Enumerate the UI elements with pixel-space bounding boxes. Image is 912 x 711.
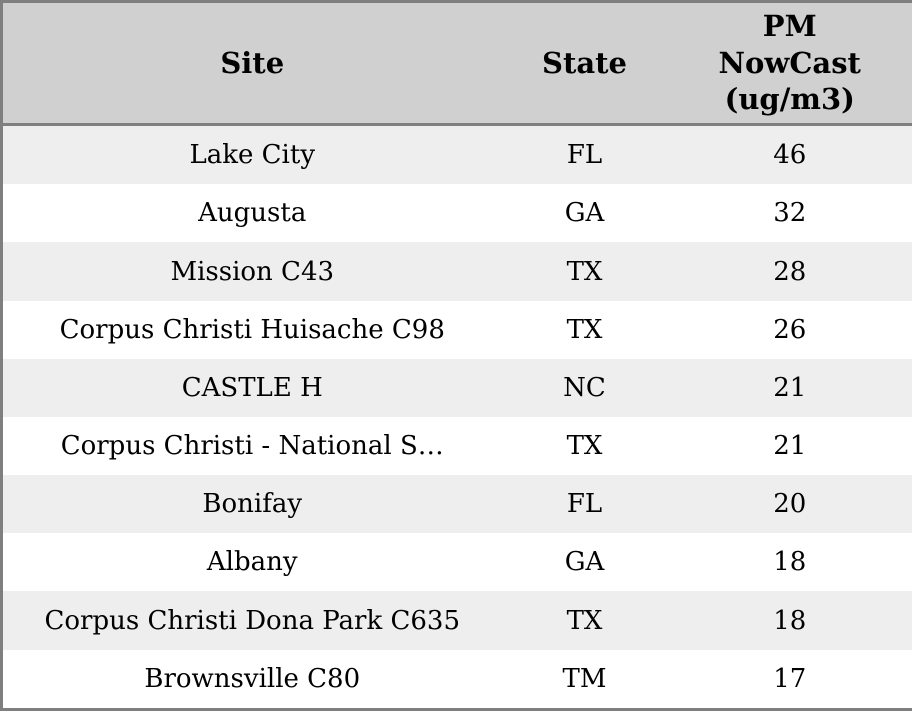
cell-state: FL [566, 489, 603, 520]
cell-pm-nowcast: 46 [773, 140, 807, 171]
cell-site: Mission C43 [170, 256, 335, 287]
table-row: Mission C43 TX 28 [1, 242, 912, 301]
table-row: Bonifay FL 20 [1, 475, 912, 534]
column-header-site: Site [1, 1, 502, 126]
table-row: Albany GA 18 [1, 533, 912, 592]
cell-state: NC [563, 372, 606, 403]
cell-pm-nowcast: 21 [773, 372, 807, 403]
cell-pm-nowcast: 32 [773, 198, 807, 229]
table-row: Augusta GA 32 [1, 184, 912, 243]
cell-site: Augusta [198, 198, 307, 229]
cell-site: Bonifay [202, 489, 303, 520]
cell-site: Corpus Christi Huisache C98 [59, 314, 445, 345]
cell-site: Corpus Christi Dona Park C635 [44, 605, 461, 636]
cell-pm-nowcast: 21 [773, 431, 807, 462]
cell-site: Albany [206, 547, 298, 578]
table-row: Corpus Christi Huisache C98 TX 26 [1, 300, 912, 359]
header-row: Site State PM NowCast (ug/m3) [1, 1, 912, 126]
cell-pm-nowcast: 28 [773, 256, 807, 287]
cell-site: Lake City [189, 140, 316, 171]
cell-site: Corpus Christi - National S… [60, 431, 444, 462]
cell-state: GA [564, 547, 605, 578]
column-header-pm-nowcast: PM NowCast (ug/m3) [667, 1, 912, 126]
cell-pm-nowcast: 20 [773, 489, 807, 520]
cell-state: TX [566, 431, 603, 462]
cell-pm-nowcast: 17 [773, 663, 807, 694]
cell-state: FL [566, 140, 603, 171]
cell-pm-nowcast: 18 [773, 605, 807, 636]
cell-state: TX [566, 605, 603, 636]
cell-site: Brownsville C80 [144, 663, 361, 694]
cell-state: GA [564, 198, 605, 229]
cell-state: TX [566, 314, 603, 345]
cell-state: TM [562, 663, 607, 694]
table-row: Corpus Christi Dona Park C635 TX 18 [1, 591, 912, 650]
column-header-state: State [501, 1, 668, 126]
cell-site: CASTLE H [181, 372, 323, 403]
table-row: Lake City FL 46 [1, 124, 912, 185]
cell-pm-nowcast: 18 [773, 547, 807, 578]
table-row: Corpus Christi - National S… TX 21 [1, 416, 912, 476]
table-row: Brownsville C80 TM 17 [1, 649, 912, 710]
cell-pm-nowcast: 26 [773, 314, 807, 345]
table-row: CASTLE H NC 21 [1, 358, 912, 417]
cell-state: TX [566, 256, 603, 287]
